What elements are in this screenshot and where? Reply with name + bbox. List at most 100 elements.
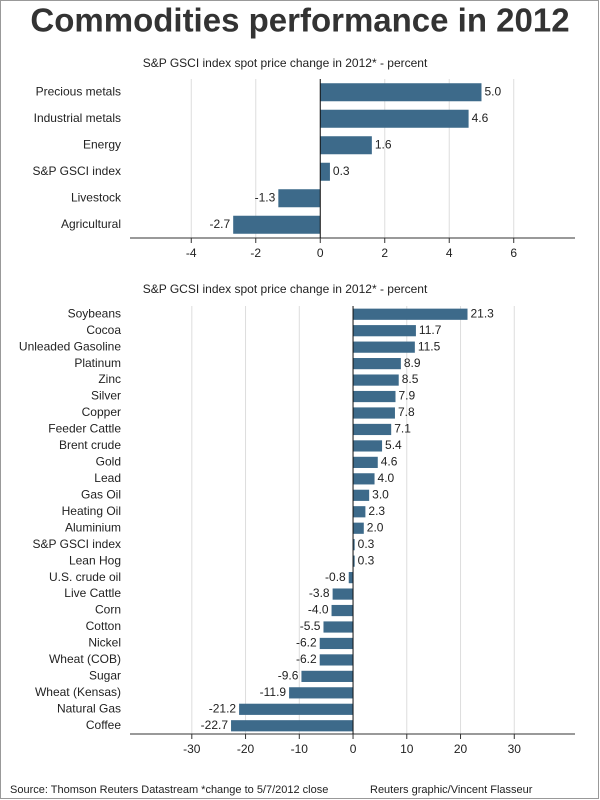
value-label: 2.3 <box>368 504 385 518</box>
value-label: 0.3 <box>333 164 350 178</box>
value-label: -6.2 <box>296 652 317 666</box>
value-label: -0.8 <box>325 570 346 584</box>
x-tick-label: 0 <box>350 742 357 756</box>
value-label: 2.0 <box>367 520 384 534</box>
bar <box>353 407 395 419</box>
value-label: 11.5 <box>418 339 441 353</box>
bar <box>353 390 396 403</box>
x-tick-label: 30 <box>508 742 522 756</box>
bar <box>301 670 354 682</box>
bar <box>332 588 354 600</box>
bar <box>319 637 354 650</box>
category-label: Gold <box>96 455 121 469</box>
bar <box>320 136 372 155</box>
x-tick-label: -20 <box>237 742 255 756</box>
category-label: Gas Oil <box>81 487 121 501</box>
category-label: Energy <box>83 137 121 151</box>
value-label: 7.8 <box>398 405 415 419</box>
x-tick-label: 20 <box>454 742 468 756</box>
category-label: Zinc <box>98 372 121 386</box>
category-label: Precious metals <box>36 84 121 98</box>
bar <box>353 358 401 370</box>
category-label: Silver <box>91 389 121 403</box>
bar <box>353 522 364 534</box>
category-label: Heating Oil <box>62 504 121 518</box>
category-label: Sugar <box>89 669 121 683</box>
value-label: 21.3 <box>471 306 495 320</box>
bar <box>331 604 354 617</box>
bar <box>353 308 468 320</box>
category-label: Lead <box>94 471 121 485</box>
value-label: 4.6 <box>472 111 489 125</box>
category-label: S&P GSCI index <box>33 537 122 551</box>
x-tick-label: -2 <box>250 246 261 260</box>
value-label: -9.6 <box>278 669 299 683</box>
bar <box>239 703 354 715</box>
value-label: -1.3 <box>255 190 276 204</box>
bar <box>320 162 330 181</box>
source-note: Source: Thomson Reuters Datastream *chan… <box>10 784 328 796</box>
value-label: -21.2 <box>209 701 237 715</box>
bar <box>353 325 416 337</box>
bar <box>353 555 355 567</box>
value-label: -2.7 <box>210 217 231 231</box>
category-label: Unleaded Gasoline <box>19 339 121 353</box>
value-label: -22.7 <box>201 718 229 732</box>
category-label: Wheat (Kensas) <box>35 685 121 699</box>
page-title: Commodities performance in 2012 <box>30 2 569 39</box>
category-label: U.S. crude oil <box>49 570 121 584</box>
category-label: Cocoa <box>86 323 121 337</box>
value-label: 5.4 <box>385 438 402 452</box>
value-label: 4.0 <box>378 471 395 485</box>
value-label: -6.2 <box>296 636 317 650</box>
bar <box>353 423 392 436</box>
bar <box>353 473 375 485</box>
category-label: Feeder Cattle <box>48 422 121 436</box>
category-label: S&P GSCI index <box>33 164 122 178</box>
category-label: Aluminium <box>65 520 121 534</box>
chart-subtitle: S&P GCSI index spot price change in 2012… <box>143 282 428 296</box>
value-label: -11.9 <box>260 685 287 699</box>
category-label: Platinum <box>74 356 121 370</box>
bar <box>353 440 383 452</box>
bar <box>278 189 321 208</box>
value-label: 8.9 <box>404 356 421 370</box>
x-tick-label: 4 <box>446 246 453 260</box>
category-label: Lean Hog <box>69 553 121 567</box>
bar <box>320 83 482 102</box>
category-label: Livestock <box>71 190 122 204</box>
bar <box>323 621 354 633</box>
bar <box>320 109 469 128</box>
value-label: 3.0 <box>372 487 389 501</box>
category-label: Agricultural <box>61 217 121 231</box>
x-tick-label: 0 <box>317 246 324 260</box>
bar <box>353 506 366 518</box>
bar <box>353 489 370 501</box>
bar <box>348 572 354 584</box>
value-label: -4.0 <box>308 603 329 617</box>
category-label: Nickel <box>88 636 121 650</box>
value-label: 7.9 <box>398 389 415 403</box>
value-label: 5.0 <box>484 84 501 98</box>
category-label: Copper <box>82 405 121 419</box>
category-label: Live Cattle <box>64 586 121 600</box>
value-label: 7.1 <box>394 422 411 436</box>
category-label: Cotton <box>86 619 121 633</box>
bar <box>233 215 321 234</box>
value-label: -5.5 <box>300 619 321 633</box>
x-tick-label: -4 <box>186 246 197 260</box>
x-tick-label: 2 <box>381 246 388 260</box>
category-label: Natural Gas <box>57 701 121 715</box>
category-label: Brent crude <box>59 438 121 452</box>
bar <box>353 539 355 551</box>
x-tick-label: 6 <box>510 246 517 260</box>
value-label: 4.6 <box>381 455 398 469</box>
value-label: 0.3 <box>358 553 375 567</box>
category-label: Soybeans <box>68 306 121 320</box>
category-label: Wheat (COB) <box>49 652 121 666</box>
x-tick-label: -30 <box>183 742 201 756</box>
category-label: Coffee <box>86 718 121 732</box>
value-label: -3.8 <box>309 586 330 600</box>
bar <box>353 456 378 468</box>
